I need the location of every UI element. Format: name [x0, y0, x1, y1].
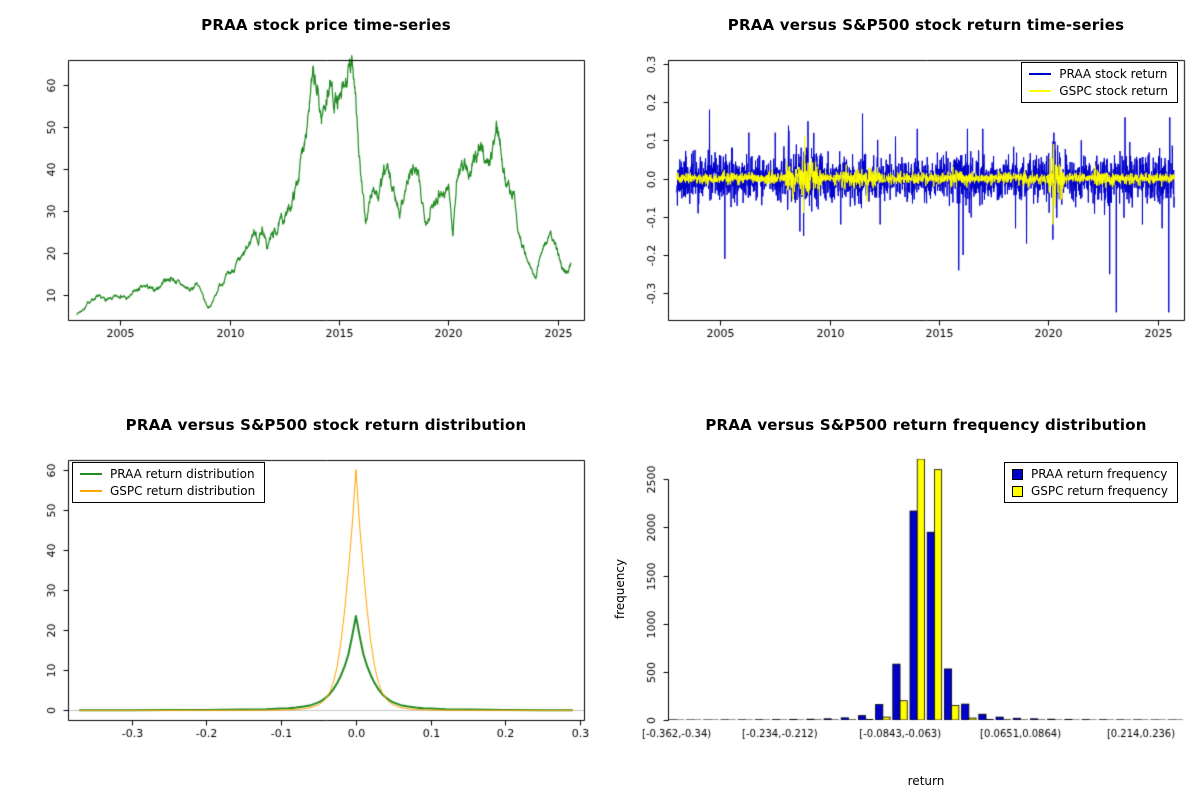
- gspc-frequency-square-swatch: [1011, 485, 1023, 497]
- praa-density-line-swatch: [80, 473, 102, 475]
- praa-return-line-swatch: [1029, 73, 1052, 75]
- price-chart-title: PRAA stock price time-series: [201, 16, 451, 34]
- legend-item: GSPC return distribution: [80, 484, 255, 498]
- returns-chart-panel: PRAA versus S&P500 stock return time-ser…: [600, 0, 1200, 400]
- legend-label: GSPC return frequency: [1030, 484, 1168, 498]
- gspc-return-line-swatch: [1029, 90, 1052, 92]
- price-chart-canvas: [0, 0, 600, 400]
- density-chart-canvas: [0, 400, 600, 800]
- legend-item: GSPC stock return: [1029, 84, 1168, 98]
- returns-chart-title: PRAA versus S&P500 stock return time-ser…: [727, 16, 1125, 34]
- praa-frequency-square-swatch: [1011, 468, 1023, 480]
- returns-chart-canvas: [600, 0, 1200, 400]
- legend-label: PRAA stock return: [1059, 67, 1168, 81]
- legend-item: GSPC return frequency: [1011, 484, 1168, 498]
- legend-label: PRAA return frequency: [1030, 467, 1168, 481]
- legend-item: PRAA return frequency: [1011, 467, 1168, 481]
- returns-legend: PRAA stock return GSPC stock return: [1021, 62, 1178, 103]
- legend-label: PRAA return distribution: [110, 467, 255, 481]
- legend-item: PRAA return distribution: [80, 467, 255, 481]
- frequency-legend: PRAA return frequency GSPC return freque…: [1003, 462, 1178, 503]
- legend-item: PRAA stock return: [1029, 67, 1168, 81]
- x-axis-label: return: [907, 774, 945, 788]
- density-chart-panel: PRAA versus S&P500 stock return distribu…: [0, 400, 600, 800]
- density-chart-title: PRAA versus S&P500 stock return distribu…: [125, 416, 527, 434]
- legend-label: GSPC stock return: [1059, 84, 1168, 98]
- density-legend: PRAA return distribution GSPC return dis…: [72, 462, 266, 503]
- frequency-chart-panel: PRAA versus S&P500 return frequency dist…: [600, 400, 1200, 800]
- price-chart-panel: PRAA stock price time-series: [0, 0, 600, 400]
- legend-label: GSPC return distribution: [110, 484, 256, 498]
- frequency-chart-title: PRAA versus S&P500 return frequency dist…: [705, 416, 1147, 434]
- gspc-density-line-swatch: [80, 490, 102, 492]
- y-axis-label: frequency: [613, 558, 627, 620]
- frequency-chart-canvas: [600, 400, 1200, 800]
